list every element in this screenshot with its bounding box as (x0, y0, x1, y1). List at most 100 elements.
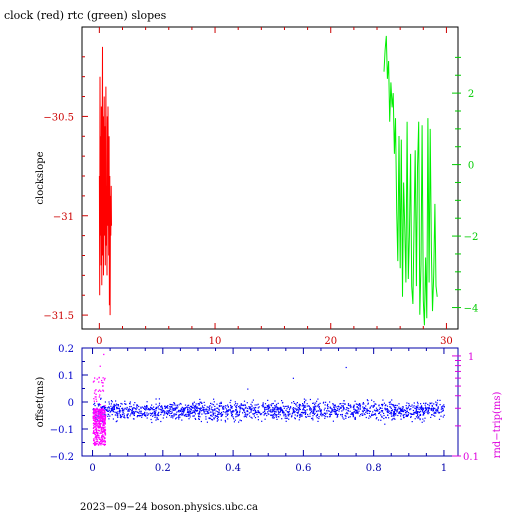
offset-point (195, 418, 197, 420)
offset-point (315, 405, 317, 407)
offset-point (218, 413, 220, 415)
offset-point (356, 406, 358, 408)
roundtrip-point (103, 439, 105, 441)
offset-point (234, 419, 236, 421)
roundtrip-point (94, 408, 96, 410)
roundtrip-point (100, 409, 102, 411)
offset-point (119, 409, 121, 411)
roundtrip-point (102, 414, 104, 417)
offset-point (424, 407, 426, 409)
offset-point (405, 415, 407, 417)
offset-point (332, 409, 334, 411)
offset-point (324, 417, 326, 419)
offset-point (437, 411, 439, 413)
offset-point (220, 419, 222, 421)
roundtrip-point (94, 396, 96, 398)
roundtrip-point (93, 398, 95, 400)
offset-point (133, 414, 135, 416)
offset-point (212, 410, 214, 412)
offset-point (356, 406, 358, 408)
offset-point (423, 402, 425, 404)
offset-point (266, 405, 268, 407)
offset-point (118, 412, 120, 414)
offset-point (168, 410, 170, 412)
offset-point (427, 410, 429, 413)
offset-point (125, 403, 127, 405)
roundtrip-point (95, 442, 97, 444)
offset-point (278, 412, 280, 414)
offset-point (298, 405, 300, 407)
offset-point (427, 409, 430, 412)
offset-point (432, 407, 434, 409)
offset-point (110, 405, 112, 407)
offset-point (374, 412, 376, 415)
offset-point (378, 412, 380, 415)
offset-point (276, 409, 278, 411)
offset-point (245, 413, 247, 415)
offset-point (356, 403, 358, 405)
roundtrip-point (93, 425, 95, 427)
offset-point (209, 411, 211, 413)
offset-point (121, 407, 123, 410)
offset-point (190, 411, 192, 413)
offset-point (358, 410, 360, 412)
offset-point (274, 413, 276, 415)
offset-point (428, 408, 430, 410)
offset-point (303, 409, 305, 411)
offset-point (210, 408, 212, 410)
offset-point (398, 411, 400, 414)
offset-point (254, 410, 257, 412)
roundtrip-point (99, 411, 101, 413)
offset-point (250, 410, 252, 412)
offset-point (144, 412, 146, 414)
offset-point (275, 406, 277, 408)
offset-point (422, 418, 424, 420)
offset-point (109, 411, 111, 413)
offset-point (236, 411, 238, 413)
offset-point (249, 407, 251, 409)
offset-point (409, 412, 411, 415)
offset-point (144, 414, 146, 417)
offset-point (169, 414, 171, 417)
offset-point (277, 411, 279, 413)
offset-point (108, 401, 110, 403)
top-y2-tick-label: 2 (468, 89, 474, 100)
offset-point (145, 415, 147, 417)
offset-point (276, 418, 278, 420)
offset-point (416, 412, 418, 414)
offset-point (201, 413, 203, 415)
offset-point (426, 409, 428, 411)
roundtrip-point (97, 390, 100, 392)
roundtrip-point (94, 417, 96, 419)
roundtrip-point (101, 426, 103, 429)
offset-point (193, 411, 196, 413)
offset-point (369, 407, 371, 409)
offset-point (235, 416, 237, 418)
offset-point (211, 403, 213, 405)
offset-point (285, 414, 287, 416)
offset-point (174, 403, 176, 405)
offset-point (389, 401, 391, 403)
roundtrip-point (97, 425, 100, 427)
roundtrip-point (97, 422, 100, 424)
offset-point (205, 418, 207, 420)
offset-point (164, 411, 166, 413)
roundtrip-point (94, 444, 96, 446)
roundtrip-point (96, 440, 98, 443)
offset-point (128, 410, 130, 412)
offset-point (224, 407, 226, 409)
offset-point (308, 405, 310, 407)
offset-point (248, 407, 251, 409)
offset-point (282, 401, 284, 404)
offset-point (192, 411, 194, 413)
roundtrip-point (94, 431, 96, 434)
offset-point (436, 405, 438, 407)
roundtrip-point (98, 381, 100, 383)
roundtrip-point (100, 420, 102, 422)
roundtrip-point (101, 439, 103, 441)
offset-point (207, 406, 209, 408)
offset-point (416, 407, 418, 409)
offset-point (160, 420, 162, 423)
offset-point (337, 413, 339, 415)
